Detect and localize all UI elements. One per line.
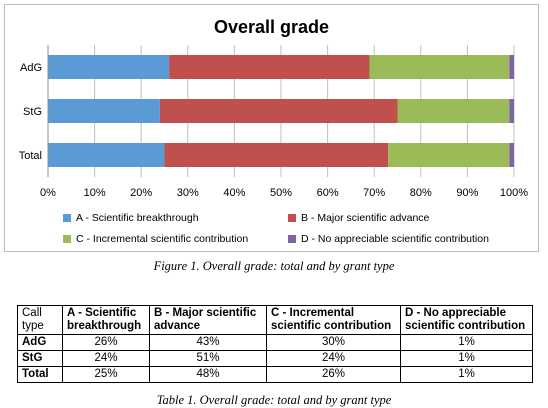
table-row: AdG 26% 43% 30% 1% <box>17 334 533 351</box>
bar-segment <box>509 55 514 79</box>
bar-segment <box>397 99 510 123</box>
header-c: C - Incremental scientific contribution <box>266 305 401 335</box>
bar-segment <box>369 55 510 79</box>
cell-a: 26% <box>62 334 150 351</box>
legend-swatch <box>288 235 296 243</box>
table-row: Total 25% 48% 26% 1% <box>17 366 533 383</box>
legend-swatch <box>63 214 71 222</box>
legend-label: A - Scientific breakthrough <box>76 212 199 224</box>
table-row: StG 24% 51% 24% 1% <box>17 350 533 367</box>
legend-item: B - Major scientific advance <box>288 212 429 224</box>
cell-d: 1% <box>400 334 533 351</box>
row-label: StG <box>17 350 63 367</box>
bar-segment <box>388 143 510 167</box>
x-tick-label: 20% <box>130 187 152 199</box>
x-tick-label: 80% <box>410 187 432 199</box>
stacked-bar-chart: 0% 10% 20% 30% 40% 50% 60% 70% 80% 90% 100% AdG StG T… <box>19 45 528 199</box>
x-tick-label: 10% <box>84 187 106 199</box>
legend-label: D - No appreciable scientific contributi… <box>301 233 489 245</box>
bar-segment <box>48 99 160 123</box>
row-label: AdG <box>17 334 63 351</box>
grades-table: Call type A - Scientific breakthrough B … <box>17 305 533 383</box>
legend-label: B - Major scientific advance <box>301 212 430 224</box>
x-tick-label: 90% <box>456 187 478 199</box>
legend-item: D - No appreciable scientific contributi… <box>288 233 489 245</box>
cell-a: 25% <box>62 366 150 383</box>
cell-d: 1% <box>400 366 533 383</box>
bar-segment <box>509 99 514 123</box>
x-tick-label: 70% <box>363 187 385 199</box>
x-tick-label: 50% <box>270 187 292 199</box>
x-tick-label: 100% <box>500 187 528 199</box>
cell-b: 43% <box>149 334 267 351</box>
legend-item: A - Scientific breakthrough <box>63 212 199 224</box>
legend-item: C - Incremental scientific contribution <box>63 233 248 245</box>
legend-label: C - Incremental scientific contribution <box>76 233 249 245</box>
header-a: A - Scientific breakthrough <box>62 305 150 335</box>
cell-d: 1% <box>400 350 533 367</box>
figure-caption: Figure 1. Overall grade: total and by gr… <box>153 259 395 273</box>
header-d: D - No appreciable scientific contributi… <box>400 305 533 335</box>
legend-swatch <box>63 235 71 243</box>
bar-segment <box>48 143 165 167</box>
cell-c: 26% <box>266 366 401 383</box>
chart-frame: Overall grade 0% 10% 20% 30% 40% 50% 60% 70% 80%… <box>4 4 539 252</box>
x-tick-label: 30% <box>177 187 199 199</box>
x-tick-label: 0% <box>40 187 56 199</box>
category-label: Total <box>19 150 42 162</box>
table-header-row: Call type A - Scientific breakthrough B … <box>17 305 533 335</box>
x-tick-label: 40% <box>223 187 245 199</box>
bar-segment <box>509 143 514 167</box>
x-tick-label: 60% <box>317 187 339 199</box>
bar-segment <box>48 55 170 79</box>
category-label: AdG <box>20 62 42 74</box>
row-label: Total <box>17 366 63 383</box>
table-caption: Table 1. Overall grade: total and by gra… <box>156 393 392 407</box>
legend-swatch <box>288 214 296 222</box>
bar-segment <box>164 143 389 167</box>
cell-c: 24% <box>266 350 401 367</box>
cell-a: 24% <box>62 350 150 367</box>
bar-segment <box>159 99 398 123</box>
bar-segment <box>169 55 370 79</box>
cell-b: 48% <box>149 366 267 383</box>
cell-c: 30% <box>266 334 401 351</box>
chart-title: Overall grade <box>213 17 330 37</box>
cell-b: 51% <box>149 350 267 367</box>
header-b: B - Major scientific advance <box>149 305 267 335</box>
header-call-type: Call type <box>17 305 63 335</box>
category-label: StG <box>23 106 42 118</box>
